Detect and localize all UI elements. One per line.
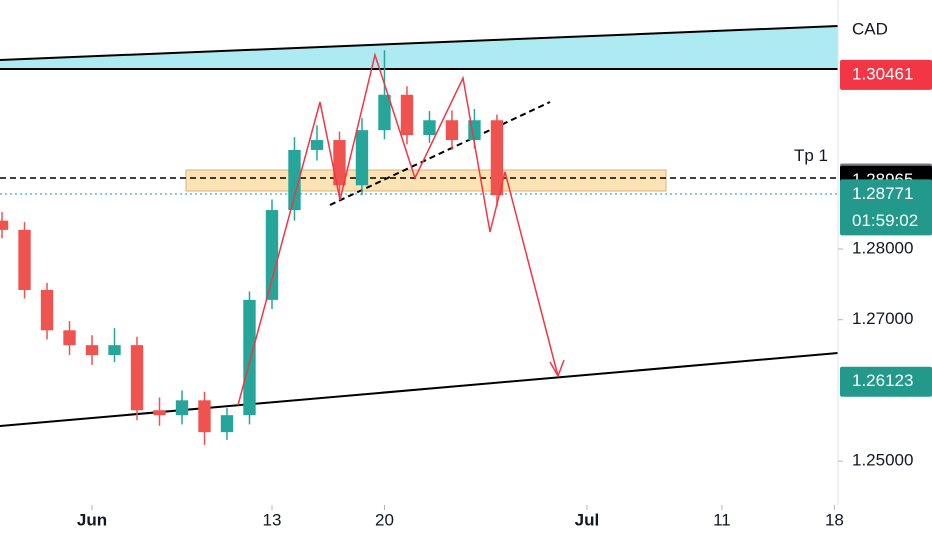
candle-body [288, 149, 301, 211]
price-label-box [840, 59, 932, 90]
price-label-box [840, 366, 932, 397]
support-zone [185, 169, 667, 192]
x-tick-label: 20 [375, 510, 394, 529]
candle-body [130, 345, 144, 411]
candle-body [265, 210, 279, 300]
y-tick-label: 1.25000 [852, 451, 913, 470]
y-tick-label: 1.28000 [852, 238, 913, 257]
candle-body [468, 120, 481, 141]
x-tick-label: 11 [713, 510, 731, 529]
currency-label: CAD [852, 19, 888, 38]
candle-body [243, 299, 256, 416]
candle-body [355, 130, 369, 186]
candle-body [310, 140, 324, 150]
price-label: 1.30461 [852, 64, 913, 83]
arrow-head [549, 359, 565, 378]
candle-body [400, 94, 414, 136]
candle-body [18, 229, 31, 290]
candle-body [108, 345, 121, 356]
candle-body [445, 120, 459, 141]
price-label-text: Tp 1 [794, 146, 828, 165]
candle-body [40, 289, 54, 331]
candle-body [333, 140, 346, 186]
channel-top [0, 25, 839, 61]
candle-body [220, 415, 234, 433]
candle-body [490, 120, 504, 196]
price-label: 1.28771 [852, 184, 913, 203]
price-label: 1.26123 [852, 371, 913, 390]
resistance-zone [0, 26, 838, 69]
candle-body [175, 400, 189, 416]
candle-body [0, 220, 9, 230]
x-tick-label: Jul [575, 510, 600, 529]
candle-body [198, 400, 211, 433]
pattern-path [237, 52, 559, 406]
candle-body [153, 410, 166, 416]
candle-body [423, 120, 436, 136]
y-tick-label: 1.27000 [852, 309, 913, 328]
countdown: 01:59:02 [852, 211, 918, 230]
neckline [329, 101, 551, 206]
candle-body [63, 330, 76, 346]
x-tick-label: Jun [77, 510, 107, 529]
candle-body [378, 94, 391, 131]
price-label-box [840, 179, 932, 236]
x-tick-label: 13 [263, 510, 282, 529]
x-tick-label: 18 [825, 510, 844, 529]
candle-body [85, 345, 99, 356]
channel-bottom [0, 352, 839, 427]
